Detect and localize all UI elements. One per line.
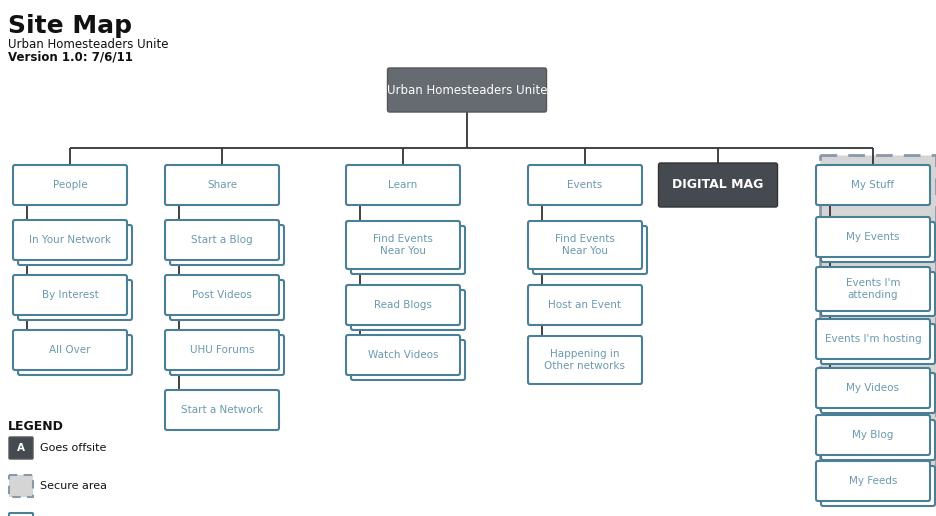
Text: Start a Network: Start a Network bbox=[181, 405, 263, 415]
FancyBboxPatch shape bbox=[351, 226, 465, 274]
FancyBboxPatch shape bbox=[165, 390, 279, 430]
FancyBboxPatch shape bbox=[816, 368, 930, 408]
FancyBboxPatch shape bbox=[816, 319, 930, 359]
Text: My Blog: My Blog bbox=[853, 430, 894, 440]
Text: Urban Homesteaders Unite: Urban Homesteaders Unite bbox=[8, 38, 168, 51]
FancyBboxPatch shape bbox=[528, 221, 642, 269]
FancyBboxPatch shape bbox=[346, 221, 460, 269]
FancyBboxPatch shape bbox=[18, 335, 132, 375]
Text: My Videos: My Videos bbox=[846, 383, 899, 393]
Text: Share: Share bbox=[207, 180, 237, 190]
FancyBboxPatch shape bbox=[528, 165, 642, 205]
Text: DIGITAL MAG: DIGITAL MAG bbox=[672, 179, 764, 191]
FancyBboxPatch shape bbox=[816, 267, 930, 311]
FancyBboxPatch shape bbox=[13, 330, 127, 370]
Text: Find Events
Near You: Find Events Near You bbox=[555, 234, 615, 256]
FancyBboxPatch shape bbox=[821, 466, 935, 506]
Text: Urban Homesteaders Unite: Urban Homesteaders Unite bbox=[387, 84, 548, 96]
Text: By Interest: By Interest bbox=[41, 290, 98, 300]
FancyBboxPatch shape bbox=[18, 225, 132, 265]
FancyBboxPatch shape bbox=[165, 275, 279, 315]
FancyBboxPatch shape bbox=[165, 330, 279, 370]
FancyBboxPatch shape bbox=[528, 285, 642, 325]
FancyBboxPatch shape bbox=[533, 226, 647, 274]
Text: In Your Network: In Your Network bbox=[29, 235, 111, 245]
Text: All Over: All Over bbox=[50, 345, 91, 355]
Text: LEGEND: LEGEND bbox=[8, 420, 64, 433]
FancyBboxPatch shape bbox=[9, 437, 33, 459]
FancyBboxPatch shape bbox=[13, 275, 127, 315]
FancyBboxPatch shape bbox=[659, 163, 778, 207]
Text: Learn: Learn bbox=[388, 180, 417, 190]
FancyBboxPatch shape bbox=[351, 290, 465, 330]
FancyBboxPatch shape bbox=[170, 280, 284, 320]
Text: A: A bbox=[17, 443, 25, 453]
Text: Find Events
Near You: Find Events Near You bbox=[373, 234, 433, 256]
FancyBboxPatch shape bbox=[346, 285, 460, 325]
FancyBboxPatch shape bbox=[165, 220, 279, 260]
FancyBboxPatch shape bbox=[9, 475, 33, 497]
FancyBboxPatch shape bbox=[9, 513, 33, 516]
Text: Events: Events bbox=[567, 180, 603, 190]
FancyBboxPatch shape bbox=[821, 324, 935, 364]
Text: Secure area: Secure area bbox=[40, 481, 107, 491]
FancyBboxPatch shape bbox=[820, 155, 936, 500]
Text: My Feeds: My Feeds bbox=[849, 476, 898, 486]
FancyBboxPatch shape bbox=[816, 415, 930, 455]
Text: UHU Forums: UHU Forums bbox=[190, 345, 255, 355]
Text: Goes offsite: Goes offsite bbox=[40, 443, 107, 453]
Text: Read Blogs: Read Blogs bbox=[374, 300, 431, 310]
Text: Events I'm
attending: Events I'm attending bbox=[846, 278, 900, 300]
Text: Watch Videos: Watch Videos bbox=[368, 350, 438, 360]
FancyBboxPatch shape bbox=[388, 68, 547, 112]
Text: Version 1.0: 7/6/11: Version 1.0: 7/6/11 bbox=[8, 50, 133, 63]
Text: My Stuff: My Stuff bbox=[852, 180, 895, 190]
FancyBboxPatch shape bbox=[18, 280, 132, 320]
FancyBboxPatch shape bbox=[170, 335, 284, 375]
FancyBboxPatch shape bbox=[528, 336, 642, 384]
FancyBboxPatch shape bbox=[821, 420, 935, 460]
FancyBboxPatch shape bbox=[821, 222, 935, 262]
FancyBboxPatch shape bbox=[821, 272, 935, 316]
FancyBboxPatch shape bbox=[346, 165, 460, 205]
FancyBboxPatch shape bbox=[13, 220, 127, 260]
FancyBboxPatch shape bbox=[816, 461, 930, 501]
Text: Site Map: Site Map bbox=[8, 14, 132, 38]
Text: People: People bbox=[52, 180, 87, 190]
Text: Post Videos: Post Videos bbox=[192, 290, 252, 300]
FancyBboxPatch shape bbox=[816, 217, 930, 257]
Text: My Events: My Events bbox=[846, 232, 899, 242]
Text: Host an Event: Host an Event bbox=[548, 300, 622, 310]
Text: Start a Blog: Start a Blog bbox=[191, 235, 253, 245]
FancyBboxPatch shape bbox=[346, 335, 460, 375]
FancyBboxPatch shape bbox=[351, 340, 465, 380]
FancyBboxPatch shape bbox=[170, 225, 284, 265]
FancyBboxPatch shape bbox=[165, 165, 279, 205]
FancyBboxPatch shape bbox=[816, 165, 930, 205]
Text: Events I'm hosting: Events I'm hosting bbox=[825, 334, 921, 344]
Text: Happening in
Other networks: Happening in Other networks bbox=[545, 349, 625, 371]
FancyBboxPatch shape bbox=[821, 373, 935, 413]
FancyBboxPatch shape bbox=[13, 165, 127, 205]
